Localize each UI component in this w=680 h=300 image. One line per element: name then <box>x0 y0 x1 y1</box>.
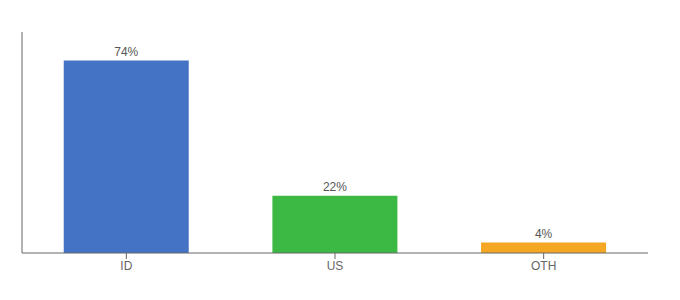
svg-text:US: US <box>327 259 344 273</box>
svg-text:4%: 4% <box>535 227 553 241</box>
svg-text:ID: ID <box>120 259 132 273</box>
svg-text:OTH: OTH <box>531 259 556 273</box>
svg-text:22%: 22% <box>323 180 347 194</box>
svg-text:74%: 74% <box>114 45 138 59</box>
